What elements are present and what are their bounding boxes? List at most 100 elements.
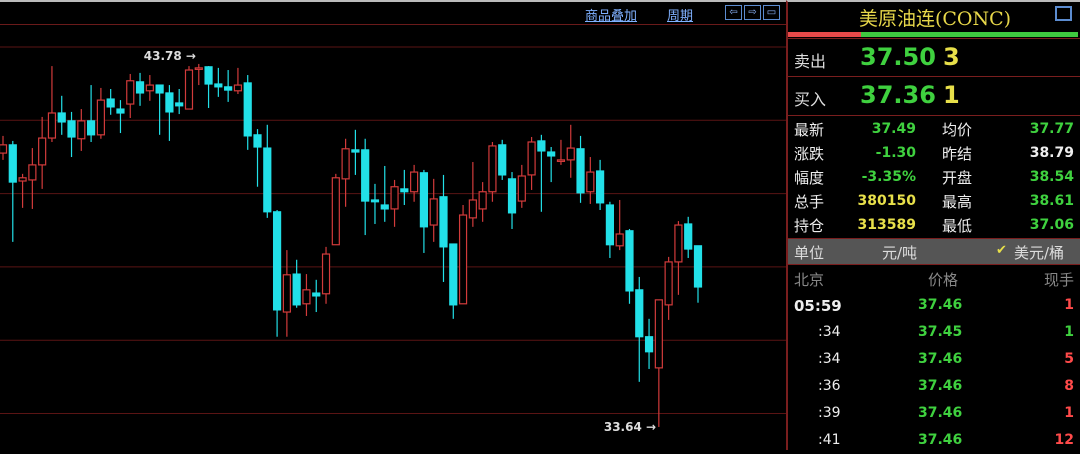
overlay-link[interactable]: 商品叠加 xyxy=(585,9,638,24)
candle xyxy=(38,116,47,189)
stat-label: 最高 xyxy=(942,193,973,211)
candle xyxy=(341,138,350,207)
chart-toolbar: 商品叠加 周期 ⇦ ⇨ ▭ xyxy=(0,2,786,25)
trades-header-time: 北京 xyxy=(794,271,825,289)
candle xyxy=(312,279,321,313)
trades-header: 北京 价格 现手 xyxy=(788,266,1080,292)
stat-label: 均价 xyxy=(942,121,973,139)
candle-body xyxy=(400,188,409,193)
ask-volume: 3 xyxy=(943,43,960,71)
candle-body xyxy=(419,172,429,228)
stat-label: 最低 xyxy=(942,217,973,235)
stat-value: 313589 xyxy=(857,217,916,233)
candle xyxy=(292,259,301,308)
bid-row: 买入 37.36 1 xyxy=(788,77,1080,116)
candle-body xyxy=(67,120,76,138)
stat-label: 持仓 xyxy=(794,217,825,235)
candle-body xyxy=(458,214,468,305)
stat-value: 38.79 xyxy=(1029,145,1074,161)
candle xyxy=(654,299,663,427)
stat-value: 37.06 xyxy=(1029,217,1074,233)
ratio-sell-segment xyxy=(860,32,1078,37)
candle xyxy=(596,159,605,211)
candle xyxy=(165,85,174,141)
bid-price: 37.36 xyxy=(860,81,936,109)
candle xyxy=(370,183,380,224)
candle-body xyxy=(8,144,17,183)
bid-label: 买入 xyxy=(794,90,827,109)
arrow-right-icon[interactable]: ⇨ xyxy=(744,5,761,20)
stat-label: 涨跌 xyxy=(794,145,825,163)
candle xyxy=(282,250,291,337)
candle xyxy=(439,174,448,282)
arrow-left-icon[interactable]: ⇦ xyxy=(725,5,742,20)
candle xyxy=(419,169,429,253)
candle-body xyxy=(654,299,663,369)
layout-icon[interactable]: ▭ xyxy=(763,5,780,20)
kline-chart-area[interactable]: 43.78 → 33.64 → 商品叠加 周期 ⇦ ⇨ ▭ xyxy=(0,0,786,450)
candle-body xyxy=(351,149,360,153)
candle-body xyxy=(253,134,262,148)
quote-panel: 美原油连(CONC) 卖出 37.50 3 买入 37.36 1 最新 37.49… xyxy=(786,0,1080,450)
stats-row: 幅度 -3.35% 开盘 38.54 xyxy=(788,165,1080,189)
candle xyxy=(0,135,8,160)
trade-time: :41 xyxy=(818,432,841,448)
candle xyxy=(586,157,595,204)
candle xyxy=(155,84,164,135)
instrument-title: 美原油连(CONC) xyxy=(858,8,1012,30)
stat-value: 380150 xyxy=(857,193,916,209)
candlestick-chart[interactable]: 43.78 → 33.64 → xyxy=(0,2,786,452)
candle-body xyxy=(126,80,135,105)
candle-body xyxy=(644,336,654,353)
candle-body xyxy=(292,273,301,306)
candle xyxy=(507,172,517,229)
candle xyxy=(224,70,233,102)
unit-option-yuan-per-ton[interactable]: 元/吨 xyxy=(882,244,918,262)
trade-volume: 5 xyxy=(1064,351,1074,367)
candle xyxy=(605,201,615,258)
candle xyxy=(145,75,154,101)
candle-body xyxy=(243,82,252,137)
candle xyxy=(517,164,526,208)
candle-body xyxy=(155,84,164,94)
candle xyxy=(410,164,419,202)
candle-body xyxy=(566,147,575,161)
candle-body xyxy=(341,148,350,180)
candle xyxy=(253,129,262,187)
stat-value: 37.49 xyxy=(871,121,916,137)
candle xyxy=(635,276,644,382)
window-restore-icon[interactable] xyxy=(1055,6,1072,21)
candle xyxy=(8,140,17,242)
stat-value: 37.77 xyxy=(1029,121,1074,137)
candle xyxy=(351,129,360,175)
candle xyxy=(644,318,654,369)
candle-body xyxy=(47,112,57,139)
trade-volume: 1 xyxy=(1064,297,1074,313)
candle-body xyxy=(302,289,311,305)
buy-sell-ratio-bar xyxy=(788,32,1078,37)
trade-row: :39 37.46 1 xyxy=(788,400,1080,427)
stats-row: 总手 380150 最高 38.61 xyxy=(788,189,1080,213)
candle-body xyxy=(38,137,47,166)
candle xyxy=(400,169,409,205)
candle xyxy=(684,216,693,258)
candle xyxy=(57,95,66,135)
candle-body xyxy=(488,145,497,193)
candle xyxy=(674,221,683,295)
candle-body xyxy=(517,175,526,202)
candle-body xyxy=(527,141,536,176)
candle-body xyxy=(498,144,507,176)
unit-option-usd-per-barrel[interactable]: 美元/桶 xyxy=(1014,244,1065,262)
candle xyxy=(175,89,184,115)
candle-body xyxy=(214,83,223,88)
candle xyxy=(458,204,468,305)
candle xyxy=(67,111,76,158)
candle-body xyxy=(370,199,380,203)
trade-price: 37.46 xyxy=(918,405,963,421)
period-link[interactable]: 周期 xyxy=(667,9,694,24)
trades-header-price: 价格 xyxy=(928,271,959,289)
candle-body xyxy=(165,92,174,113)
stats-row: 涨跌 -1.30 昨结 38.79 xyxy=(788,141,1080,165)
candle-body xyxy=(625,230,634,292)
stat-value: -1.30 xyxy=(875,145,916,161)
